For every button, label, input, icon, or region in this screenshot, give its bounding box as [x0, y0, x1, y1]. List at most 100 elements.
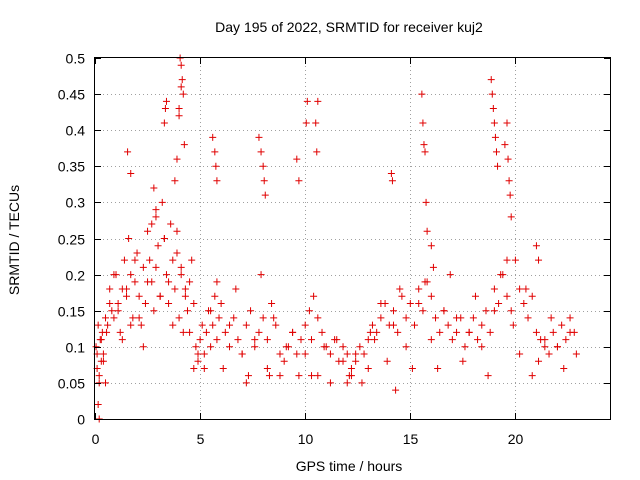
data-point [171, 285, 179, 293]
data-point [305, 307, 313, 315]
data-point [339, 343, 347, 351]
data-point [106, 285, 114, 293]
data-point [127, 271, 135, 279]
y-tick-label: 0.4 [66, 123, 86, 139]
data-point [516, 350, 524, 358]
data-point [474, 336, 482, 344]
data-point [313, 148, 321, 156]
data-point [377, 299, 385, 307]
data-point [114, 299, 122, 307]
data-point [459, 357, 467, 365]
x-tick-label: 5 [197, 431, 205, 447]
data-point [486, 328, 494, 336]
data-point [146, 256, 154, 264]
data-point [541, 343, 549, 351]
data-point [144, 227, 152, 235]
data-point [427, 292, 435, 300]
data-point [108, 307, 116, 315]
data-point [347, 364, 355, 372]
data-point [494, 162, 502, 170]
data-point [487, 76, 495, 84]
data-point [209, 321, 217, 329]
data-point [471, 292, 479, 300]
data-point [396, 285, 404, 293]
data-point [141, 299, 149, 307]
data-point [501, 141, 509, 149]
x-tick-label: 10 [298, 431, 314, 447]
data-point [200, 350, 208, 358]
data-point [373, 328, 381, 336]
data-point [114, 307, 122, 315]
data-point [394, 328, 402, 336]
data-point [177, 263, 185, 271]
data-point [358, 379, 366, 387]
data-point [297, 336, 305, 344]
data-point [553, 343, 561, 351]
data-point [175, 314, 183, 322]
axis-ticks [95, 58, 610, 420]
data-point [131, 256, 139, 264]
data-point [377, 314, 385, 322]
data-point [504, 155, 512, 163]
data-point [436, 328, 444, 336]
data-point [339, 357, 347, 365]
data-points [92, 54, 580, 423]
data-point [453, 314, 461, 322]
data-point [389, 307, 397, 315]
data-point [192, 343, 200, 351]
data-point [207, 343, 215, 351]
data-point [310, 292, 318, 300]
data-point [123, 285, 131, 293]
y-axis-title: SRMTID / TECUs [6, 185, 22, 295]
data-point [302, 119, 310, 127]
x-tick-label: 20 [508, 431, 524, 447]
data-point [469, 314, 477, 322]
data-point [144, 278, 152, 286]
data-point [198, 321, 206, 329]
data-point [295, 177, 303, 185]
data-point [402, 314, 410, 322]
data-point [444, 321, 452, 329]
data-point [506, 191, 514, 199]
x-tick-label: 15 [403, 431, 419, 447]
data-point [260, 177, 268, 185]
data-point [242, 321, 250, 329]
plot-frame [94, 57, 611, 420]
data-point [133, 249, 141, 257]
data-point [535, 256, 543, 264]
data-point [427, 336, 435, 344]
data-point [129, 314, 137, 322]
data-point [366, 328, 374, 336]
data-point [160, 119, 168, 127]
data-point [135, 292, 143, 300]
data-point [230, 314, 238, 322]
data-point [212, 162, 220, 170]
data-point [94, 401, 102, 409]
data-point [152, 213, 160, 221]
data-point [118, 336, 126, 344]
data-point [165, 278, 173, 286]
data-point [308, 372, 316, 380]
data-point [104, 321, 112, 329]
data-point [507, 213, 515, 221]
y-tick-label: 0.35 [58, 159, 85, 175]
data-point [507, 307, 515, 315]
data-point [154, 242, 162, 250]
data-point [161, 105, 169, 113]
data-point [388, 177, 396, 185]
data-point [326, 350, 334, 358]
data-point [251, 336, 259, 344]
data-point [522, 285, 530, 293]
data-point [432, 314, 440, 322]
data-point [148, 220, 156, 228]
data-point [213, 336, 221, 344]
data-point [364, 336, 372, 344]
data-point [259, 162, 267, 170]
data-point [440, 307, 448, 315]
data-point [532, 242, 540, 250]
data-point [368, 321, 376, 329]
data-point [478, 321, 486, 329]
data-point [503, 119, 511, 127]
data-point [152, 263, 160, 271]
